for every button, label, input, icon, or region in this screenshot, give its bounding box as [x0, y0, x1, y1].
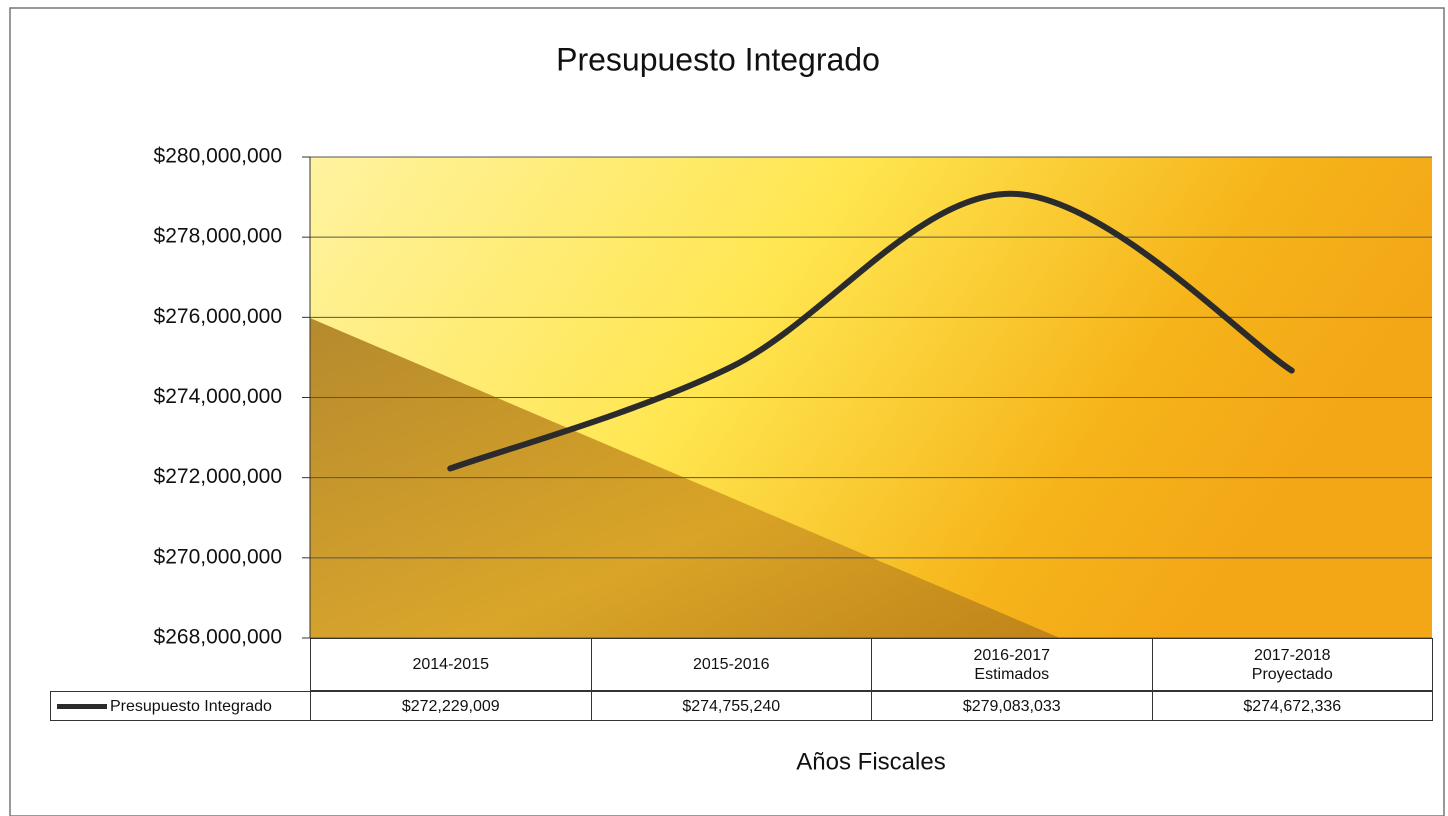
category-cell: 2017-2018 Proyectado: [1152, 638, 1434, 691]
value-cell: $274,755,240: [591, 691, 873, 721]
category-cell: 2014-2015: [310, 638, 592, 691]
y-tick-label: $272,000,000: [154, 465, 282, 488]
y-tick-label: $274,000,000: [154, 385, 282, 408]
legend-cell: Presupuesto Integrado: [50, 691, 311, 721]
legend-label: Presupuesto Integrado: [110, 697, 272, 716]
x-axis-title: Años Fiscales: [796, 748, 945, 775]
value-cell: $274,672,336: [1152, 691, 1434, 721]
y-tick-label: $278,000,000: [154, 225, 282, 248]
legend-swatch: [57, 704, 107, 709]
y-tick-label: $276,000,000: [154, 305, 282, 328]
category-cell: 2016-2017 Estimados: [871, 638, 1153, 691]
page: Presupuesto Integrado Años Fiscales $268…: [0, 0, 1448, 816]
y-tick-label: $268,000,000: [154, 626, 282, 649]
value-cell: $272,229,009: [310, 691, 592, 721]
chart-title: Presupuesto Integrado: [556, 41, 880, 77]
category-cell: 2015-2016: [591, 638, 873, 691]
y-tick-label: $280,000,000: [154, 145, 282, 168]
y-tick-label: $270,000,000: [154, 545, 282, 568]
value-cell: $279,083,033: [871, 691, 1153, 721]
